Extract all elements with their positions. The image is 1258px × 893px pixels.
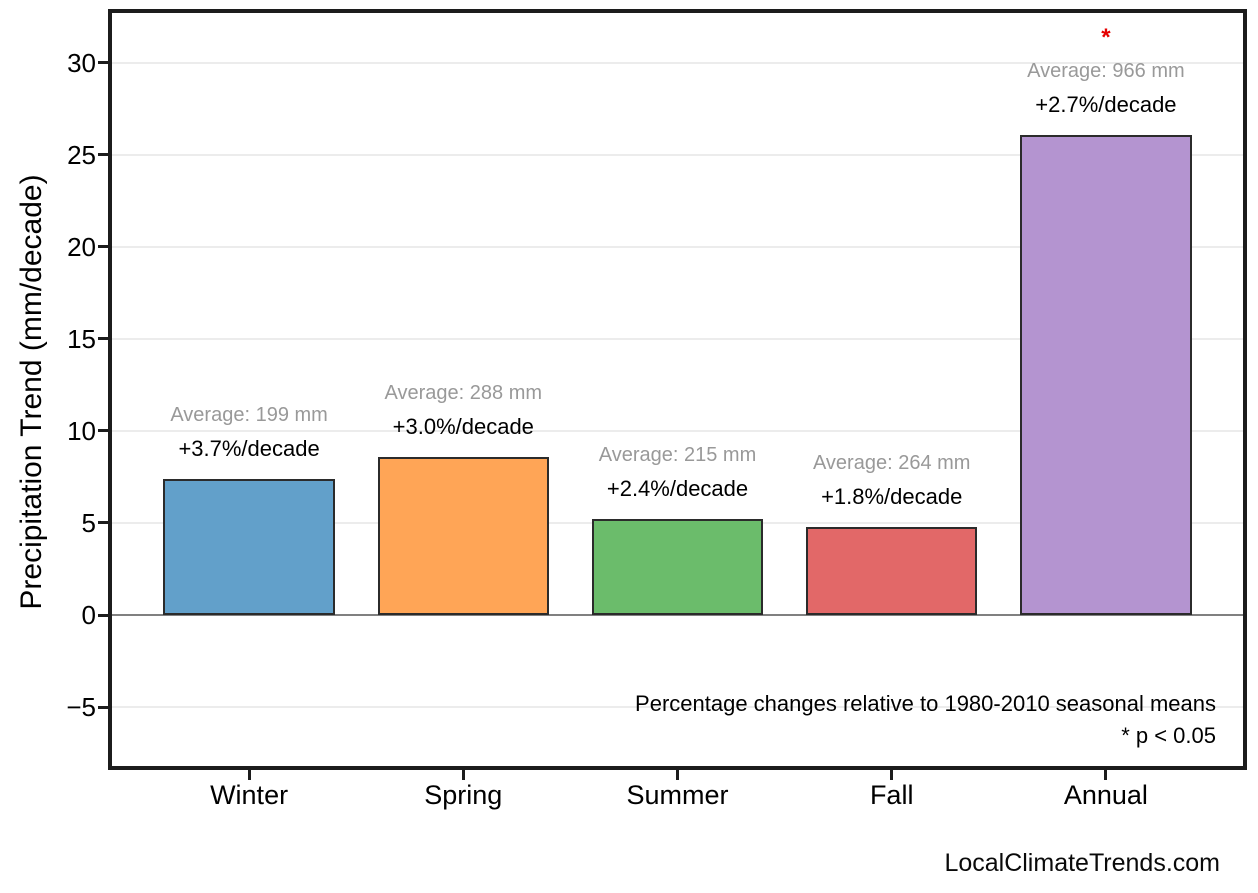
gridline-y10 <box>112 429 1243 432</box>
average-label: Average: 264 mm <box>812 451 971 474</box>
bar-summer <box>591 519 764 616</box>
x-axis-tick <box>890 770 894 780</box>
trend-label: +2.7%/decade <box>1035 91 1177 117</box>
average-label: Average: 966 mm <box>1027 59 1185 82</box>
trend-label: +2.4%/decade <box>606 476 749 502</box>
y-axis-tick <box>98 705 108 709</box>
y-axis-tick <box>98 521 108 525</box>
bar-winter <box>163 478 335 616</box>
x-axis-tick-label-fall: Fall <box>869 780 914 810</box>
x-axis-tick <box>676 770 679 780</box>
gridline-y30 <box>112 61 1243 64</box>
y-axis-tick-label: 10 <box>67 415 96 446</box>
y-axis-tick-label: −5 <box>66 692 96 723</box>
average-label: Average: 288 mm <box>384 381 543 404</box>
y-axis-tick <box>98 61 108 65</box>
average-label: Average: 199 mm <box>170 403 328 426</box>
footnote-significance: * p < 0.05 <box>1121 723 1216 748</box>
x-axis-tick-label-spring: Spring <box>424 780 503 810</box>
y-axis-tick <box>98 429 108 433</box>
bar-annotation-spring: Average: 288 mm +3.0%/decade <box>303 379 623 441</box>
bar-annotation-winter: Average: 199 mm +3.7%/decade <box>89 401 409 463</box>
x-axis-tick-label-annual: Annual <box>1063 780 1148 810</box>
bar-spring <box>377 456 549 616</box>
trend-label: +3.7%/decade <box>178 435 320 461</box>
zero-baseline <box>112 614 1243 617</box>
y-axis-tick <box>98 337 108 341</box>
y-axis-tick-label: 20 <box>67 231 96 262</box>
y-axis-tick-label: 25 <box>67 139 96 170</box>
trend-label: +3.0%/decade <box>392 413 534 439</box>
average-label: Average: 215 mm <box>598 444 757 467</box>
y-axis-tick <box>98 245 108 249</box>
y-axis-tick <box>98 153 108 157</box>
y-axis-tick-label: 5 <box>81 507 96 538</box>
x-axis-tick <box>1104 770 1108 780</box>
y-axis-tick <box>98 613 108 617</box>
y-axis-tick-label: 30 <box>67 47 96 78</box>
y-axis-tick-label: 0 <box>81 600 96 631</box>
bar-fall <box>806 526 978 616</box>
bar-annual <box>1020 134 1192 616</box>
gridline-y-5 <box>112 706 1243 709</box>
x-axis-tick <box>461 770 465 780</box>
watermark-text: LocalClimateTrends.com <box>944 849 1220 877</box>
y-axis-tick-label: 15 <box>67 323 96 354</box>
gridline-y20 <box>112 245 1243 248</box>
bar-annotation-annual: * Average: 966 mm +2.7%/decade <box>946 23 1258 119</box>
x-axis-tick-label-summer: Summer <box>626 780 729 810</box>
gridline-y15 <box>112 337 1243 340</box>
significance-asterisk: * <box>1101 23 1111 51</box>
bar-annotation-summer: Average: 215 mm +2.4%/decade <box>518 441 838 503</box>
x-axis-tick-label-winter: Winter <box>210 780 289 810</box>
bar-annotation-fall: Average: 264 mm +1.8%/decade <box>732 449 1052 511</box>
x-axis-tick <box>247 770 251 780</box>
footnote-relative-means: Percentage changes relative to 1980-2010… <box>635 691 1216 716</box>
trend-label: +1.8%/decade <box>821 483 963 509</box>
gridline-y25 <box>112 153 1243 156</box>
